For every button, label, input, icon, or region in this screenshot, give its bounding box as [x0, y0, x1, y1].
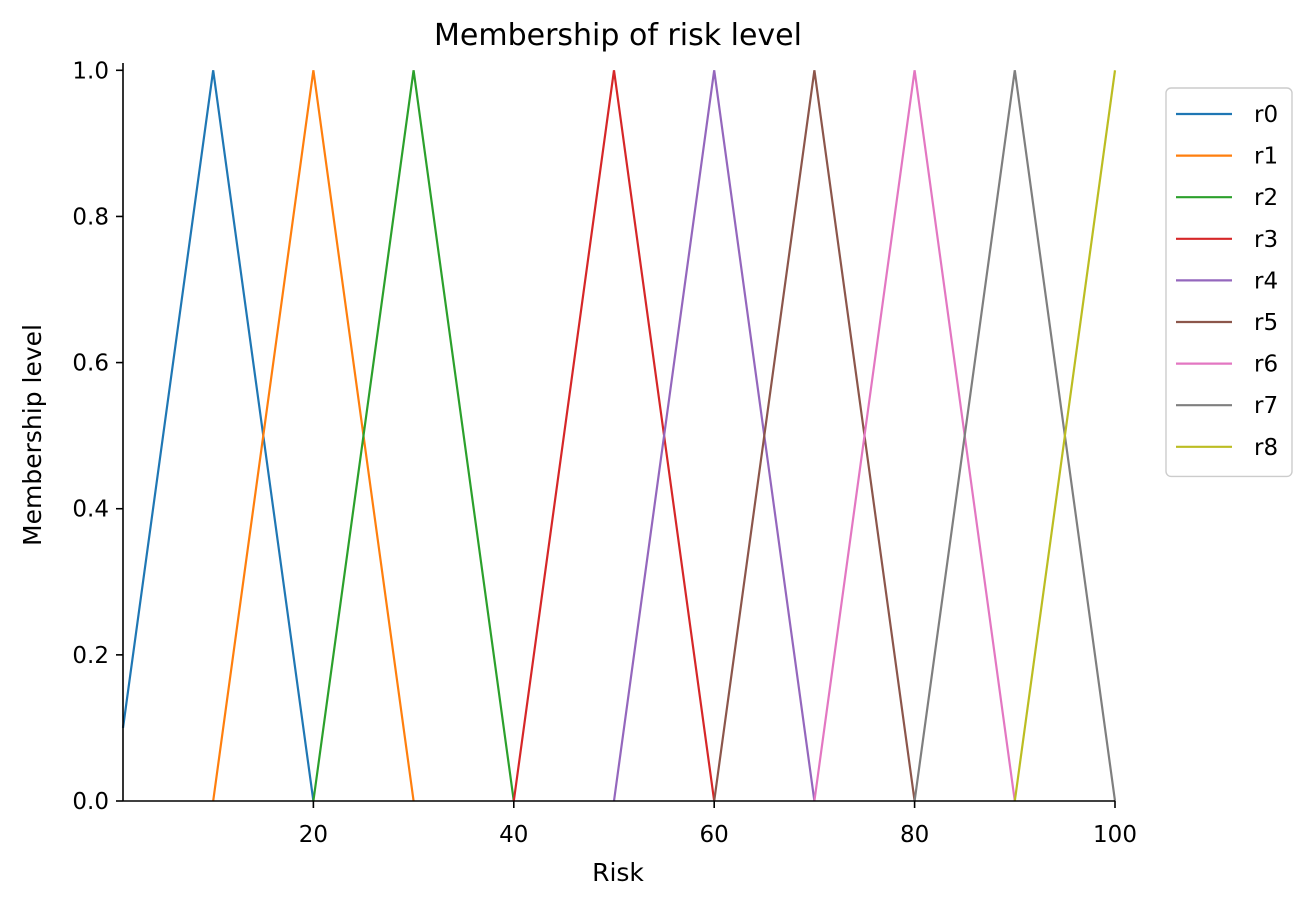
series-line-r7 — [913, 70, 1117, 802]
axes-layer — [122, 63, 1115, 802]
series-line-r8 — [1013, 70, 1117, 802]
series-layer — [121, 70, 1117, 802]
series-line-r0 — [121, 70, 315, 802]
y-tick-label: 0.0 — [72, 789, 109, 815]
legend-label-r4: r4 — [1254, 268, 1278, 294]
chart-title: Membership of risk level — [434, 18, 802, 53]
series-line-r4 — [612, 70, 816, 802]
series-line-r3 — [512, 70, 716, 802]
y-tick-label: 0.4 — [72, 497, 109, 523]
legend: r0 r1 r2 r3 r4 r5 r6 r7 r8 — [1165, 87, 1293, 478]
legend-frame — [1165, 87, 1293, 478]
series-line-r2 — [312, 70, 515, 802]
y-axis-label: Membership level — [18, 324, 47, 546]
y-tick-label: 0.8 — [72, 204, 109, 230]
legend-label-r5: r5 — [1254, 310, 1278, 336]
series-line-r5 — [713, 70, 916, 802]
legend-label-r0: r0 — [1254, 102, 1278, 128]
y-tick-label: 0.6 — [72, 351, 109, 377]
series-line-r6 — [813, 70, 1016, 802]
legend-label-r7: r7 — [1254, 393, 1278, 419]
legend-label-r2: r2 — [1254, 185, 1278, 211]
x-tick-label: 100 — [1093, 822, 1137, 848]
x-tick-label: 20 — [299, 822, 328, 848]
legend-label-r1: r1 — [1254, 144, 1278, 170]
y-tick-label: 1.0 — [72, 58, 109, 84]
x-tick-label: 60 — [700, 822, 729, 848]
series-line-r1 — [212, 70, 415, 802]
x-tick-label: 80 — [900, 822, 929, 848]
legend-label-r8: r8 — [1254, 435, 1278, 461]
ticks-layer: 20 40 60 80 100 0.0 0.2 0.4 0.6 0.8 1.0 — [72, 58, 1137, 848]
x-axis-label: Risk — [592, 858, 644, 887]
legend-label-r6: r6 — [1254, 352, 1278, 378]
y-tick-label: 0.2 — [72, 643, 109, 669]
legend-label-r3: r3 — [1254, 227, 1278, 253]
x-tick-label: 40 — [499, 822, 528, 848]
